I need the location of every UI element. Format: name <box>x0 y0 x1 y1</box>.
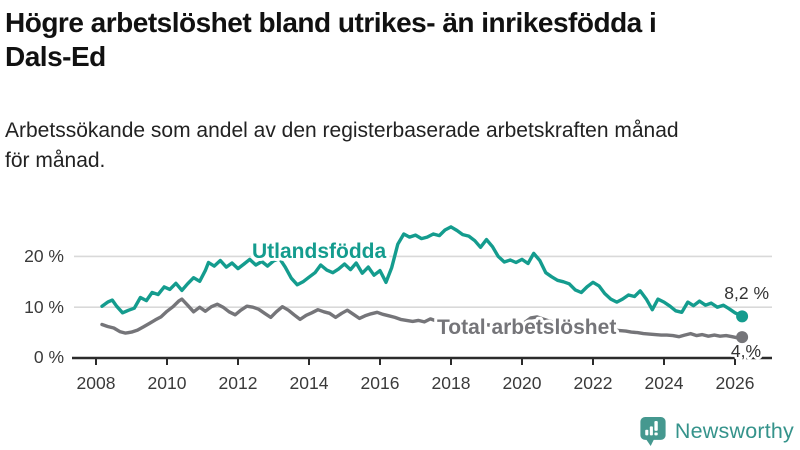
x-tick-label: 2020 <box>503 373 542 393</box>
series-line-total <box>100 297 744 340</box>
series-line-utlandsfodda <box>100 225 744 318</box>
end-value-label: 4,% <box>731 341 761 361</box>
x-tick-label: 2022 <box>574 373 613 393</box>
y-tick-label: 0 % <box>34 347 64 367</box>
x-tick-label: 2026 <box>716 373 755 393</box>
x-tick-label: 2008 <box>77 373 116 393</box>
x-tick-label: 2018 <box>432 373 471 393</box>
y-tick-label: 10 % <box>24 297 64 317</box>
newsworthy-logo-icon <box>640 416 666 446</box>
brand-name: Newsworthy <box>674 418 794 443</box>
x-axis: 2008 2010 2012 2014 2016 2018 2020 2022 2024 2026 <box>72 356 772 393</box>
chart-subtitle: Arbetssökande som andel av den registerb… <box>5 119 679 172</box>
series-label-total: Total arbetslöshet <box>437 316 616 339</box>
end-dot-total <box>736 331 749 344</box>
y-tick-label: 20 % <box>24 246 64 266</box>
x-tick-label: 2010 <box>148 373 187 393</box>
x-tick-label: 2014 <box>290 373 329 393</box>
x-tick-label: 2024 <box>645 373 684 393</box>
x-tick-label: 2012 <box>219 373 258 393</box>
y-axis-labels: 0 % 10 % 20 % <box>24 246 64 367</box>
end-value-label: 8,2 % <box>724 283 769 303</box>
brand-footer: Newsworthy <box>639 414 794 448</box>
end-dot-utlandsfodda <box>736 310 749 323</box>
series-label-utlandsfodda: Utlandsfödda <box>252 240 386 263</box>
page-title: Högre arbetslöshet bland utrikes- än inr… <box>5 7 657 72</box>
x-tick-label: 2016 <box>361 373 400 393</box>
